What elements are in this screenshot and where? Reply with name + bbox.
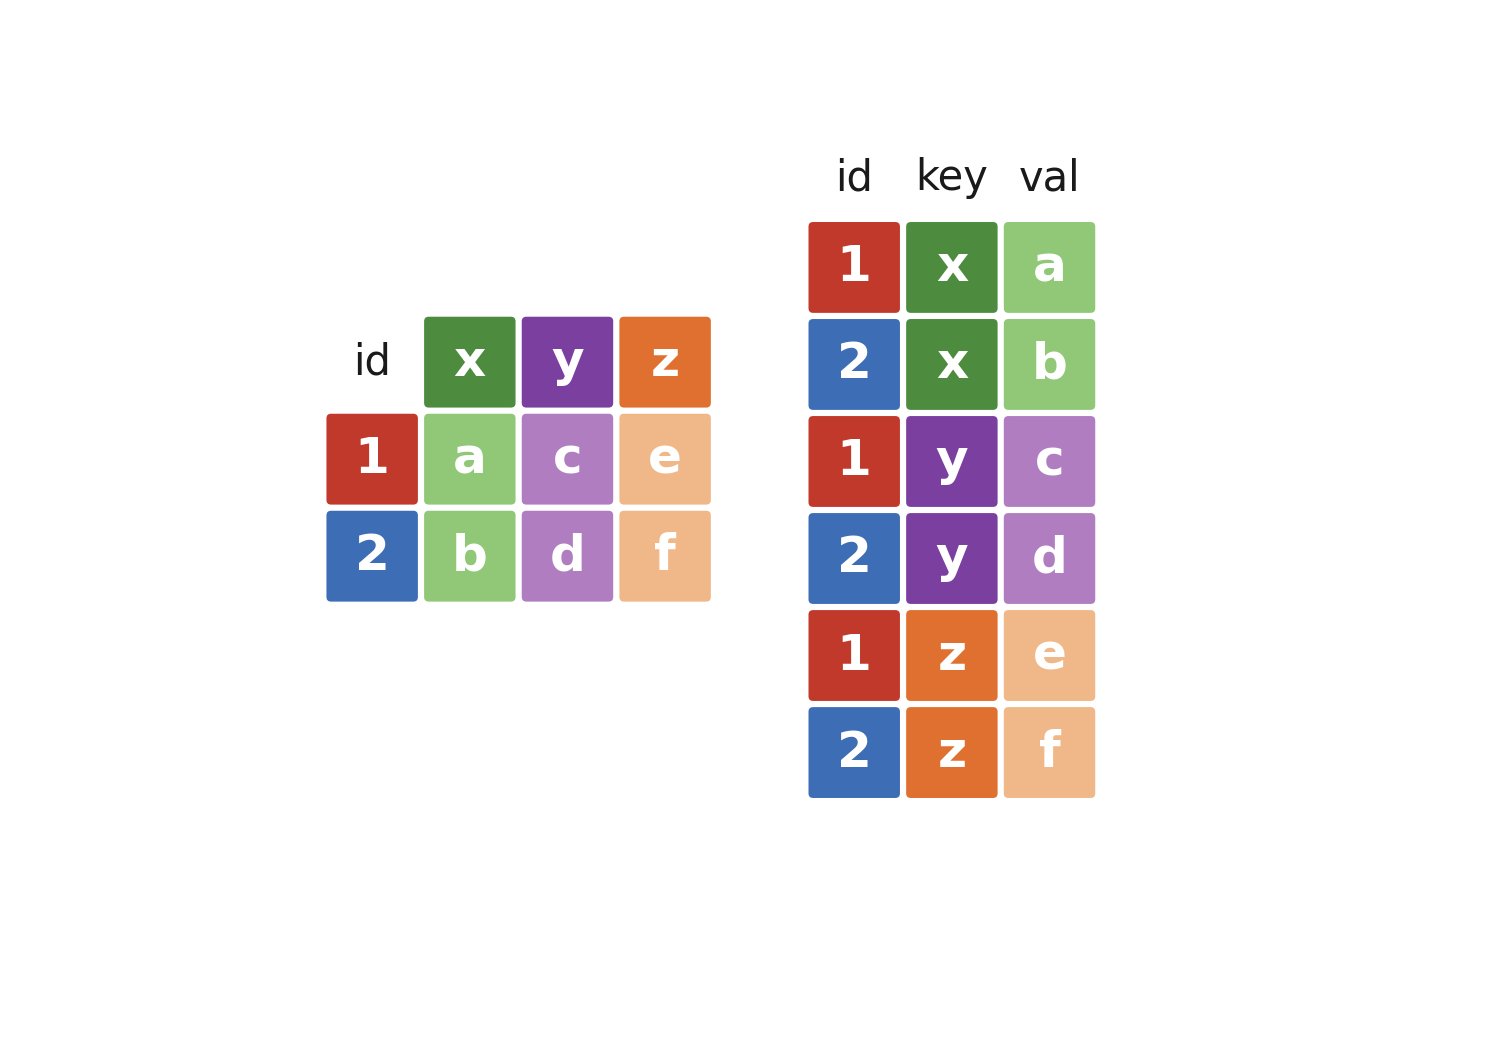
Text: c: c — [552, 435, 582, 483]
Text: z: z — [650, 339, 680, 386]
Text: a: a — [452, 435, 487, 483]
Text: 1: 1 — [837, 243, 872, 291]
FancyBboxPatch shape — [424, 316, 516, 408]
FancyBboxPatch shape — [522, 510, 614, 602]
FancyBboxPatch shape — [620, 510, 710, 602]
Text: 1: 1 — [354, 435, 389, 483]
Text: x: x — [936, 243, 968, 291]
Text: c: c — [1034, 437, 1065, 485]
FancyBboxPatch shape — [906, 707, 998, 798]
FancyBboxPatch shape — [808, 319, 900, 410]
Text: y: y — [550, 339, 584, 386]
Text: e: e — [1033, 632, 1066, 679]
Text: 1: 1 — [837, 632, 872, 679]
Text: val: val — [1019, 157, 1080, 199]
FancyBboxPatch shape — [620, 414, 710, 504]
Text: f: f — [1039, 728, 1060, 777]
FancyBboxPatch shape — [808, 707, 900, 798]
Text: y: y — [935, 534, 968, 583]
FancyBboxPatch shape — [522, 316, 614, 408]
FancyBboxPatch shape — [1004, 222, 1095, 313]
Text: id: id — [353, 342, 391, 384]
FancyBboxPatch shape — [906, 610, 998, 701]
FancyBboxPatch shape — [808, 222, 900, 313]
FancyBboxPatch shape — [906, 416, 998, 507]
FancyBboxPatch shape — [620, 316, 710, 408]
FancyBboxPatch shape — [326, 414, 418, 504]
Text: d: d — [1031, 534, 1068, 583]
Text: key: key — [915, 157, 988, 199]
FancyBboxPatch shape — [1004, 514, 1095, 604]
Text: z: z — [938, 632, 967, 679]
FancyBboxPatch shape — [522, 414, 614, 504]
FancyBboxPatch shape — [1004, 707, 1095, 798]
Text: b: b — [1031, 341, 1068, 389]
Text: id: id — [835, 157, 873, 199]
FancyBboxPatch shape — [808, 514, 900, 604]
FancyBboxPatch shape — [1004, 610, 1095, 701]
Text: 2: 2 — [837, 728, 872, 777]
FancyBboxPatch shape — [424, 510, 516, 602]
Text: 2: 2 — [837, 341, 872, 389]
Text: y: y — [935, 437, 968, 485]
FancyBboxPatch shape — [906, 514, 998, 604]
FancyBboxPatch shape — [808, 416, 900, 507]
Text: e: e — [648, 435, 682, 483]
FancyBboxPatch shape — [1004, 416, 1095, 507]
FancyBboxPatch shape — [326, 510, 418, 602]
Text: a: a — [1033, 243, 1066, 291]
Text: f: f — [654, 532, 676, 581]
Text: 2: 2 — [837, 534, 872, 583]
Text: z: z — [938, 728, 967, 777]
Text: x: x — [936, 341, 968, 389]
Text: d: d — [549, 532, 585, 581]
Text: b: b — [452, 532, 487, 581]
FancyBboxPatch shape — [1004, 319, 1095, 410]
Text: 1: 1 — [837, 437, 872, 485]
FancyBboxPatch shape — [808, 610, 900, 701]
FancyBboxPatch shape — [424, 414, 516, 504]
Text: 2: 2 — [354, 532, 389, 581]
FancyBboxPatch shape — [906, 319, 998, 410]
FancyBboxPatch shape — [906, 222, 998, 313]
Text: x: x — [454, 339, 486, 386]
